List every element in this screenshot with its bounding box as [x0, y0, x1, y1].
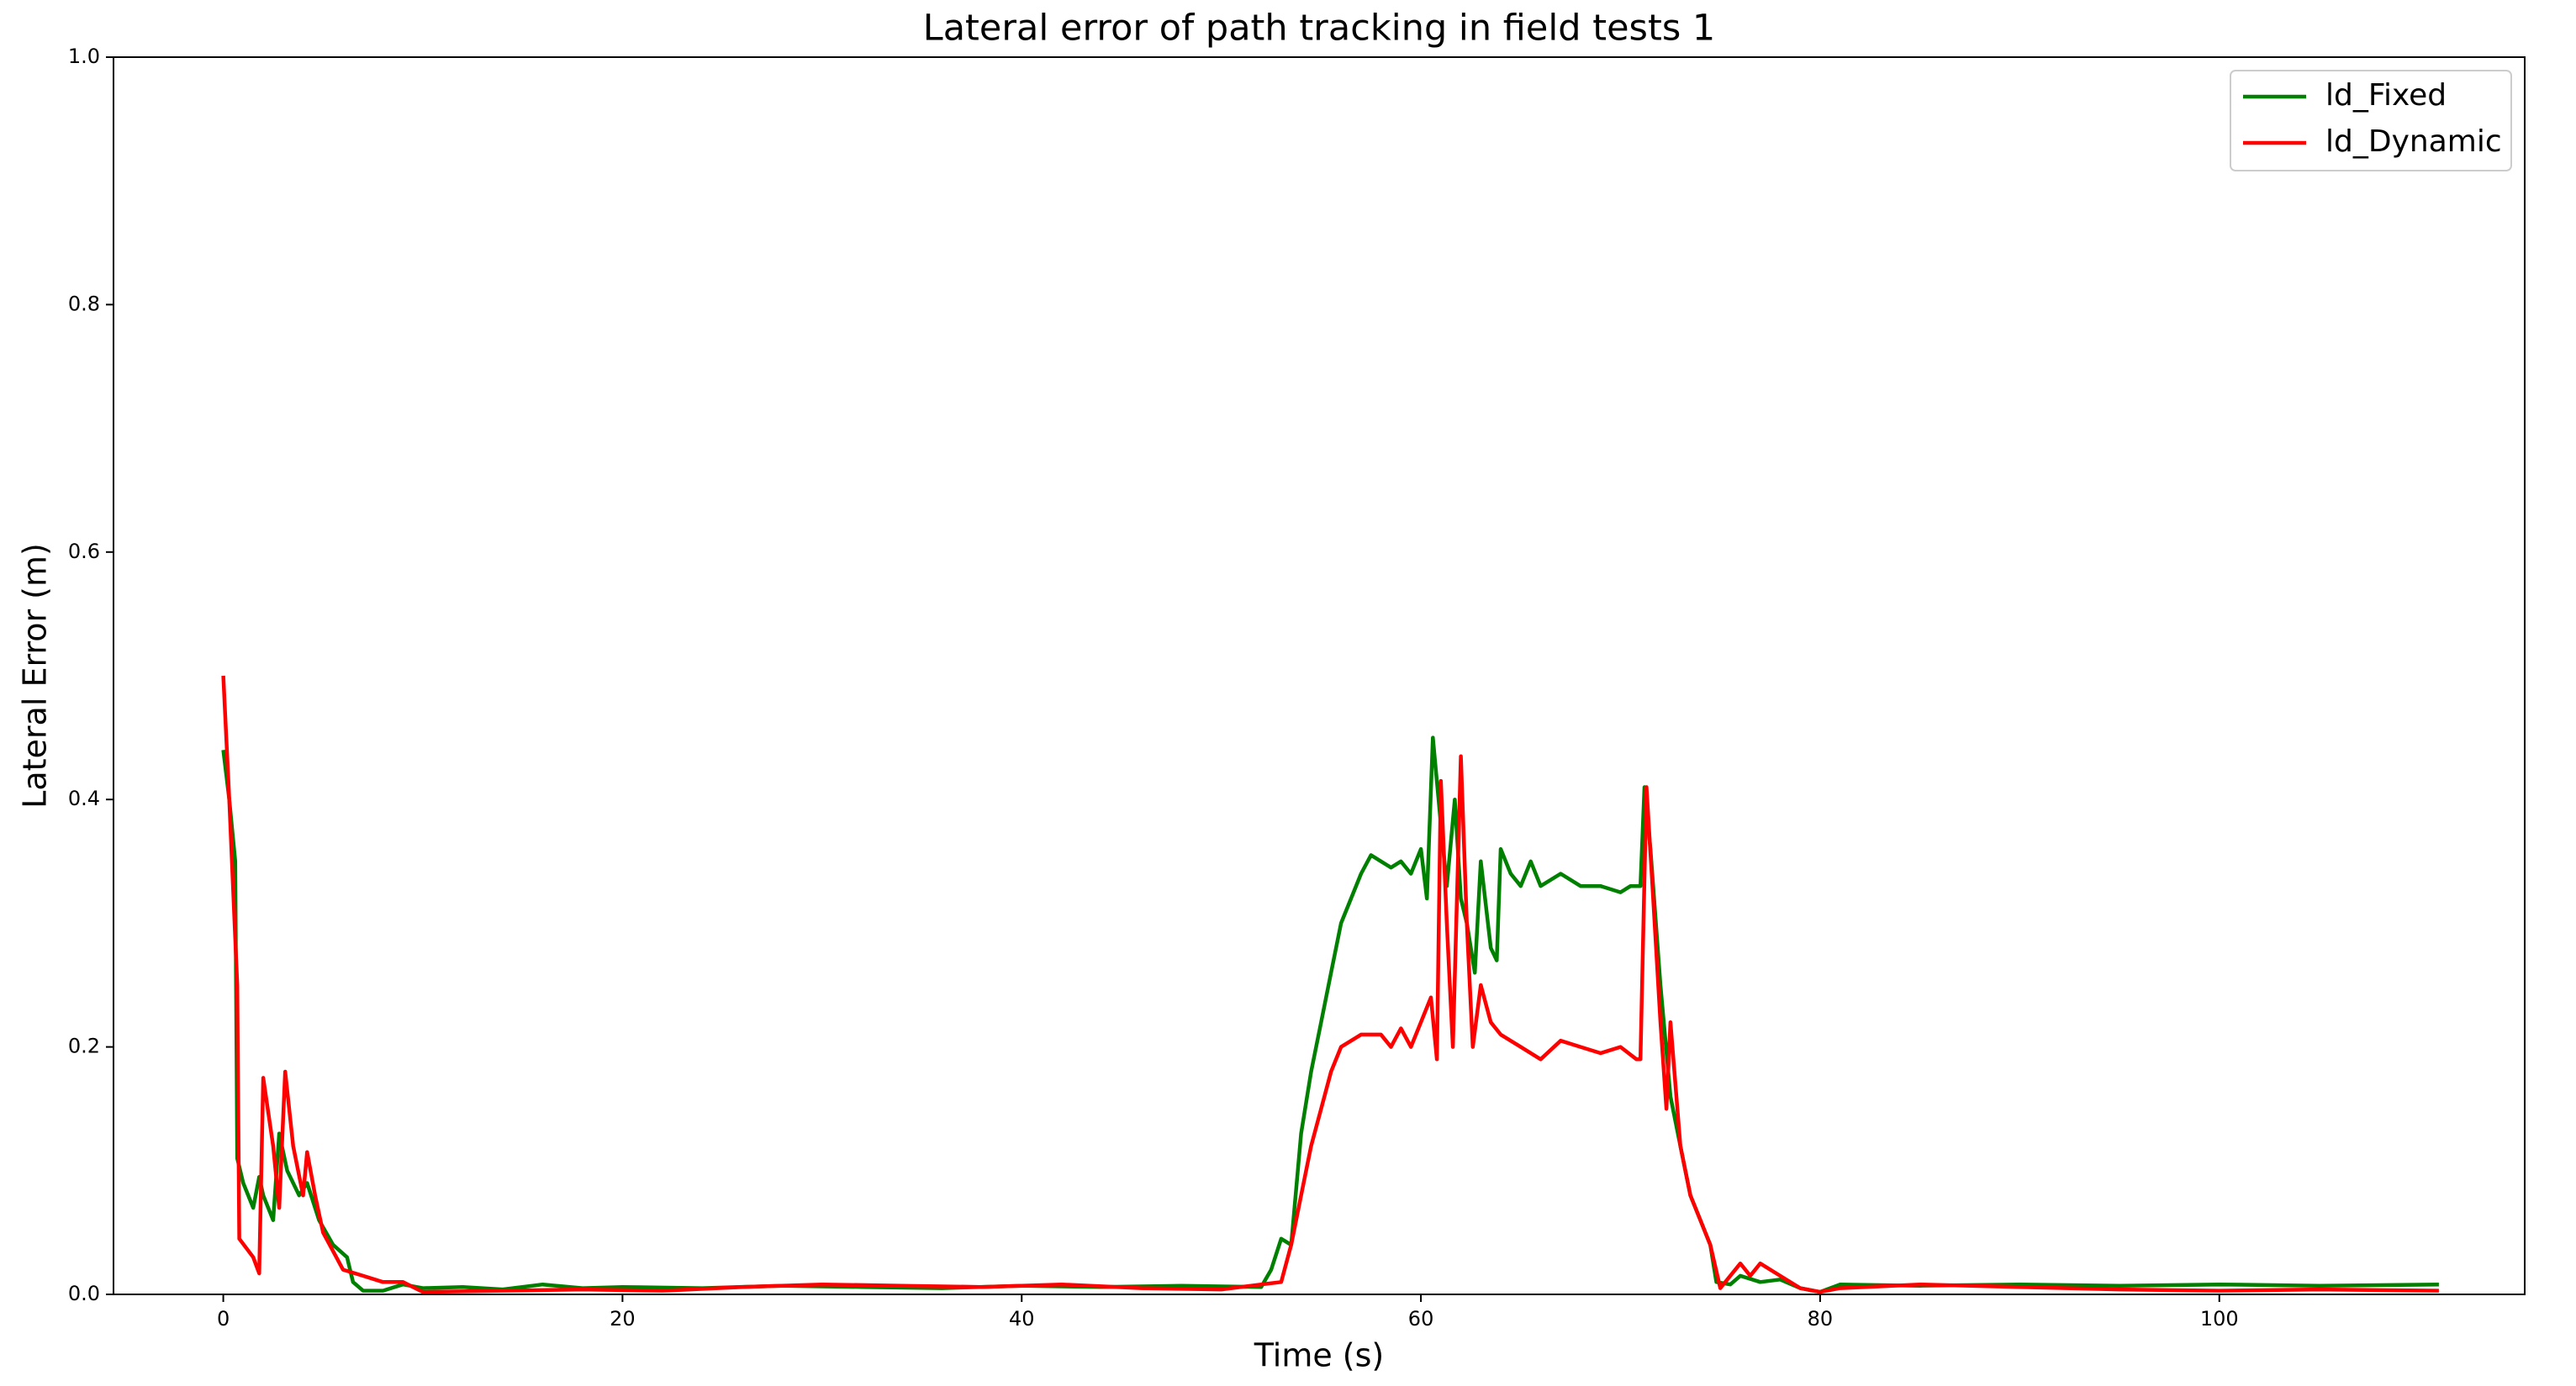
x-axis-label: Time (s): [1254, 1337, 1385, 1374]
y-tick-label: 0.6: [68, 540, 100, 563]
plot-frame: [113, 56, 2526, 1295]
x-tick-label: 20: [610, 1307, 636, 1331]
x-tick-label: 80: [1808, 1307, 1834, 1331]
data-line: [221, 735, 2439, 1294]
legend-label: ld_Fixed: [2325, 78, 2447, 113]
legend-label: ld_Dynamic: [2325, 124, 2502, 159]
y-tick-label: 0.2: [68, 1035, 100, 1058]
x-tick-label: 40: [1009, 1307, 1035, 1331]
y-tick-label: 0.8: [68, 292, 100, 315]
x-tick-label: 0: [217, 1307, 230, 1331]
chart-title: Lateral error of path tracking in field …: [923, 8, 1716, 50]
y-tick-label: 0.4: [68, 787, 100, 810]
y-tick-label: 1.0: [68, 45, 100, 68]
x-tick-label: 60: [1408, 1307, 1434, 1331]
y-tick-label: 0.0: [68, 1282, 100, 1305]
x-tick-label: 100: [2200, 1307, 2239, 1331]
data-line: [221, 675, 2439, 1294]
y-axis-label: Lateral Error (m): [17, 543, 54, 809]
